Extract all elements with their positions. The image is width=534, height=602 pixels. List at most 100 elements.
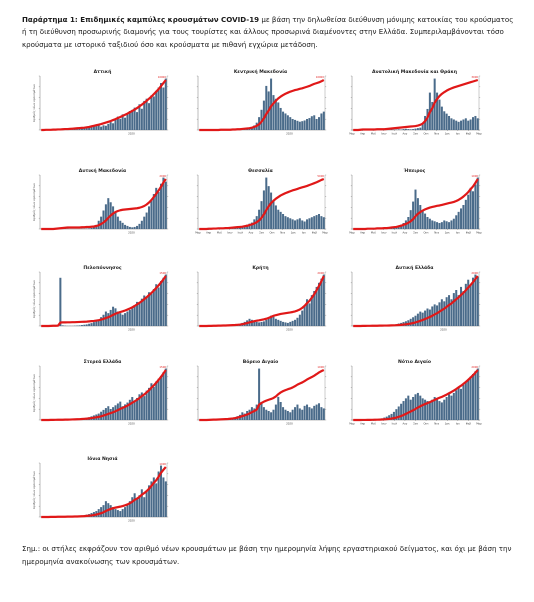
bar	[133, 107, 136, 130]
x-tick-label: Νοε	[434, 132, 440, 136]
bar	[258, 322, 261, 326]
x-tick-label: 2020	[286, 132, 293, 136]
bar	[414, 315, 417, 326]
bar	[160, 83, 163, 130]
bar	[145, 390, 148, 420]
bar	[102, 125, 105, 130]
bar	[282, 111, 285, 130]
x-tick-label: Δεκ	[291, 231, 296, 235]
bar	[238, 227, 241, 229]
bar	[272, 409, 275, 420]
bar	[301, 409, 304, 420]
bar	[469, 187, 472, 229]
bar	[296, 219, 299, 229]
bar	[462, 291, 465, 326]
bar	[155, 483, 158, 517]
bar	[282, 321, 285, 326]
bar	[467, 194, 470, 229]
bar	[438, 302, 441, 326]
bar	[296, 120, 299, 130]
bar	[279, 107, 282, 130]
bar	[433, 396, 436, 420]
bar	[282, 407, 285, 420]
bar	[112, 206, 115, 229]
x-tick-label: Ιαν	[456, 422, 460, 426]
bar	[109, 505, 112, 517]
bar	[250, 319, 253, 326]
cumulative-line	[353, 78, 479, 132]
bar	[440, 299, 443, 326]
x-tick-label: Ιαν	[456, 132, 460, 136]
bar	[121, 314, 124, 326]
bar	[457, 211, 460, 229]
bar	[318, 214, 321, 229]
bar	[95, 321, 98, 326]
cumulative-line	[41, 275, 167, 328]
bar	[61, 325, 64, 326]
bar	[155, 284, 158, 326]
x-tick-label: Φεβ	[466, 231, 471, 235]
bar	[250, 222, 253, 229]
bar	[412, 396, 415, 420]
bar	[133, 305, 136, 326]
bar	[286, 217, 289, 229]
bar	[294, 220, 297, 229]
bar	[284, 322, 287, 326]
bar	[469, 284, 472, 326]
x-tick-label: Αυγ	[403, 132, 408, 136]
bar	[128, 110, 131, 130]
bar	[124, 117, 127, 130]
cumulative-end-label: 1000	[317, 365, 324, 369]
bar	[272, 95, 275, 130]
bar	[133, 493, 136, 517]
panel-title: Πελοπόννησος	[83, 264, 122, 271]
cumulative-line	[353, 275, 479, 328]
bar	[143, 100, 146, 130]
x-tick-label: Δεκ	[445, 422, 450, 426]
bar	[282, 214, 285, 229]
bar	[164, 274, 167, 326]
bar	[119, 220, 122, 229]
bar	[313, 216, 316, 229]
bar	[279, 211, 282, 229]
y-axis-label: Αριθμός νέων κρουσμάτων	[32, 471, 36, 509]
bar	[289, 117, 292, 130]
x-tick-label: Απρ	[360, 132, 365, 136]
bar	[85, 127, 88, 130]
bar	[112, 123, 115, 130]
bar	[126, 402, 129, 420]
bar	[448, 295, 451, 326]
bar	[148, 206, 151, 229]
bar	[88, 323, 91, 326]
bar	[306, 219, 309, 229]
bar	[286, 411, 289, 420]
x-tick-label: Απρ	[206, 231, 211, 235]
bar	[234, 228, 237, 229]
x-tick-label: Ιουν	[381, 231, 387, 235]
bar	[265, 85, 268, 130]
bar	[404, 398, 407, 420]
bar	[277, 396, 280, 420]
bar	[279, 402, 282, 420]
intro-paragraph: Παράρτημα 1: Επιδημικές καμπύλες κρουσμά…	[22, 14, 518, 51]
bar	[131, 308, 134, 326]
bar	[90, 126, 93, 130]
bar	[450, 395, 453, 420]
bar	[126, 311, 129, 326]
y-axis-label: Αριθμός νέων κρουσμάτων	[32, 374, 36, 412]
bar	[114, 509, 117, 517]
bar	[152, 477, 155, 517]
bar	[279, 320, 282, 326]
bar	[150, 293, 153, 326]
cumulative-line	[41, 466, 167, 519]
bar	[136, 397, 139, 420]
bar	[267, 317, 270, 326]
bar	[97, 319, 100, 326]
bar	[114, 212, 117, 229]
x-tick-label: Αυγ	[249, 231, 254, 235]
bar	[114, 308, 117, 326]
cumulative-end-label: 2000	[471, 271, 478, 275]
bar	[472, 191, 475, 229]
x-tick-label: Μαρ	[349, 132, 355, 136]
bar	[308, 407, 311, 420]
